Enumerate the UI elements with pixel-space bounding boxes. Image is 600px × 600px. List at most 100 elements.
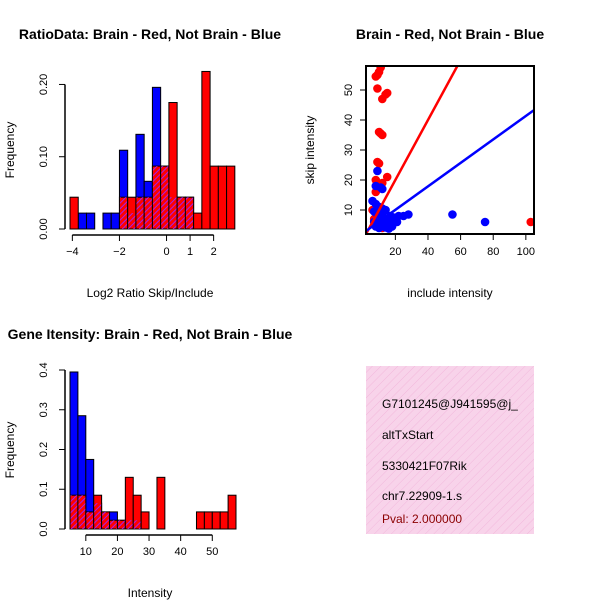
scatter-point-brain xyxy=(376,66,385,72)
ratio-bar-overlap xyxy=(136,197,144,229)
ratio-bar-brain xyxy=(209,165,219,230)
intensity-bars xyxy=(69,371,237,530)
ratio-bar-overlap xyxy=(128,213,136,229)
intensity-y-tick-label: 0.0 xyxy=(38,521,50,536)
ratio-chart-title: RatioData: Brain - Red, Not Brain - Blue xyxy=(19,26,281,42)
scatter-point-brain xyxy=(374,159,384,168)
scatter-point-not-brain xyxy=(378,184,387,194)
ratio-bar-brain xyxy=(69,196,79,230)
ratio-bar-brain xyxy=(217,165,228,230)
intensity-x-tick-label: 40 xyxy=(175,546,187,558)
ratio-x-axis-label: Log2 Ratio Skip/Include xyxy=(87,286,214,300)
scatter-clip-group xyxy=(366,66,534,234)
scatter-point-brain xyxy=(526,217,534,227)
ratio-bar-overlap xyxy=(152,166,161,229)
intensity-bar-overlap xyxy=(86,511,94,529)
intensity-y-tick-label: 0.1 xyxy=(38,482,50,497)
scatter-x-tick-label: 60 xyxy=(454,246,466,258)
scatter-x-tick-label: 100 xyxy=(517,246,535,258)
ratio-bar-overlap xyxy=(177,197,185,229)
scatter-point-brain xyxy=(382,172,392,182)
intensity-bar-brain xyxy=(195,511,205,530)
scatter-y-tick-label: 50 xyxy=(343,84,355,96)
intensity-bar-overlap xyxy=(102,511,110,529)
scatter-point-brain xyxy=(378,130,387,140)
scatter-y-tick-label: 40 xyxy=(343,114,355,126)
intensity-bar-overlap xyxy=(117,520,125,529)
intensity-y-tick-label: 0.2 xyxy=(38,442,50,457)
ratio-x-tick-label: 0 xyxy=(163,246,169,258)
intensity-x-axis-label: Intensity xyxy=(128,586,173,600)
intensity-y-tick-label: 0.3 xyxy=(38,402,50,417)
ratio-bar-brain xyxy=(201,70,211,230)
ratio-bar-overlap xyxy=(161,166,169,229)
intensity-x-tick-label: 50 xyxy=(206,546,218,558)
scatter-point-not-brain xyxy=(387,222,397,231)
scatter-y-axis-label: skip intensity xyxy=(303,116,317,185)
scatter-plot-border xyxy=(365,65,535,235)
ratio-y-tick-label: 0.20 xyxy=(38,74,50,95)
info-background xyxy=(366,366,534,534)
ratio-y-tick-label: 0.00 xyxy=(38,218,50,239)
ratio-axes: −4 −2 0 1 2 0.00 0.10 0.20 xyxy=(38,74,217,258)
intensity-bar-overlap xyxy=(125,520,133,529)
info-pval: Pval: 2.000000 xyxy=(382,512,462,526)
intensity-bar-overlap xyxy=(70,495,78,529)
ratio-bar-overlap xyxy=(185,197,194,229)
scatter-point-not-brain xyxy=(448,210,457,219)
ratio-bar-brain xyxy=(226,165,236,230)
scatter-point-not-brain xyxy=(480,217,490,227)
intensity-y-axis-label: Frequency xyxy=(3,422,17,479)
info-location: chr7.22909-1.s xyxy=(382,489,462,503)
intensity-x-tick-label: 30 xyxy=(143,546,155,558)
scatter-trend-line-not-brain xyxy=(366,109,534,233)
gene-info-panel: G7101245@J941595@j_ altTxStart 5330421F0… xyxy=(366,366,534,534)
ratio-x-tick-label: 2 xyxy=(211,246,217,258)
scatter-y-tick-label: 30 xyxy=(343,144,355,156)
intensity-histogram: Gene Itensity: Brain - Red, Not Brain - … xyxy=(3,326,293,600)
ratio-bar-overlap xyxy=(119,197,128,229)
scatter-axes: 20 40 60 80 100 10 20 30 40 50 xyxy=(343,65,535,258)
intensity-x-tick-label: 10 xyxy=(80,546,92,558)
ratio-y-axis-label: Frequency xyxy=(3,122,17,179)
scatter-y-tick-label: 20 xyxy=(343,174,355,186)
scatter-chart-title: Brain - Red, Not Brain - Blue xyxy=(356,26,544,42)
ratio-bar-overlap xyxy=(144,197,152,229)
ratio-bar-overlap xyxy=(169,197,177,229)
ratio-bars xyxy=(69,70,236,230)
ratio-x-tick-label: −2 xyxy=(113,246,126,258)
intensity-scatter: Brain - Red, Not Brain - Blue 20 40 60 80 10… xyxy=(303,26,544,300)
info-event-type: altTxStart xyxy=(382,428,434,442)
intensity-bar-overlap xyxy=(78,495,86,529)
scatter-point-not-brain xyxy=(373,166,382,176)
intensity-y-tick-label: 0.4 xyxy=(38,362,50,377)
scatter-trend-line-brain xyxy=(366,66,459,234)
scatter-plot-area xyxy=(366,66,534,234)
scatter-point-brain xyxy=(382,88,392,98)
ratio-bar-not-brain xyxy=(102,212,112,230)
ratio-y-tick-label: 0.10 xyxy=(38,146,50,167)
ratio-bar-not-brain xyxy=(77,212,87,230)
scatter-point-not-brain xyxy=(374,223,384,233)
ratio-histogram: RatioData: Brain - Red, Not Brain - Blue… xyxy=(3,26,281,300)
intensity-bar-brain xyxy=(203,511,213,530)
intensity-bar-overlap xyxy=(133,520,141,529)
intensity-bar-brain xyxy=(156,476,166,530)
scatter-x-tick-label: 80 xyxy=(487,246,499,258)
scatter-point-not-brain xyxy=(404,210,413,219)
intensity-bar-overlap xyxy=(94,503,102,529)
scatter-point-brain xyxy=(373,84,382,93)
scatter-x-axis-label: include intensity xyxy=(407,286,492,300)
intensity-axes: 10 20 30 40 50 0.0 0.1 0.2 0.3 0.4 xyxy=(38,362,218,558)
info-gene-id: G7101245@J941595@j_ xyxy=(382,397,518,411)
ratio-x-tick-label: −4 xyxy=(66,246,79,258)
info-gene-name: 5330421F07Rik xyxy=(382,459,468,473)
ratio-bar-not-brain xyxy=(85,212,96,230)
intensity-bar-brain xyxy=(211,511,221,530)
scatter-x-tick-label: 40 xyxy=(422,246,434,258)
intensity-chart-title: Gene Itensity: Brain - Red, Not Brain - … xyxy=(8,326,293,342)
ratio-bar-brain xyxy=(193,212,203,230)
ratio-bar-not-brain xyxy=(110,212,120,230)
scatter-point-not-brain xyxy=(381,205,390,215)
